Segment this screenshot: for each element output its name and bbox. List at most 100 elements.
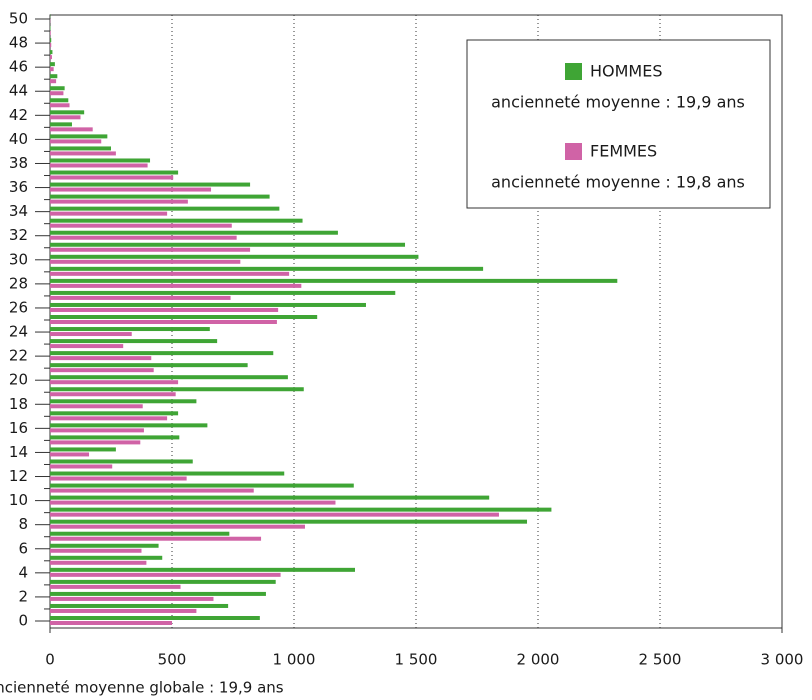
bar: [50, 495, 490, 500]
legend-subtitle: ancienneté moyenne : 19,9 ans: [491, 93, 745, 112]
bar: [50, 584, 181, 589]
bar: [50, 43, 52, 48]
bar: [50, 368, 154, 373]
bar: [50, 55, 52, 60]
bar: [50, 278, 618, 283]
bar: [50, 567, 355, 572]
bar: [50, 356, 152, 361]
y-tick-label: 18: [9, 395, 28, 413]
bar: [50, 134, 108, 139]
bar: [50, 206, 280, 211]
bar: [50, 423, 208, 428]
bar: [50, 519, 528, 524]
bar: [50, 536, 262, 541]
legend-swatch: [565, 63, 582, 80]
legend-subtitle: ancienneté moyenne : 19,8 ans: [491, 173, 745, 192]
bar: [50, 170, 179, 175]
bar: [50, 182, 251, 187]
y-tick-label: 12: [9, 467, 28, 485]
bar: [50, 428, 144, 433]
bar: [50, 247, 251, 252]
legend-box: [466, 39, 771, 209]
bar: [50, 452, 90, 457]
y-tick-label: 30: [9, 250, 28, 268]
bar: [50, 199, 188, 204]
bar: [50, 483, 354, 488]
y-tick-label: 8: [18, 515, 28, 533]
bar: [50, 440, 141, 445]
bar: [50, 548, 142, 553]
bar: [50, 591, 266, 596]
y-tick-label: 20: [9, 371, 28, 389]
bar: [50, 67, 54, 72]
bar: [50, 555, 163, 560]
bar: [50, 283, 302, 288]
y-tick-label: 26: [9, 298, 28, 316]
y-tick-label: 16: [9, 419, 28, 437]
bar: [50, 230, 338, 235]
bar: [50, 235, 237, 240]
bar: [50, 476, 187, 481]
y-tick-label: 0: [18, 612, 28, 630]
y-tick-label: 42: [9, 106, 28, 124]
y-tick-label: 48: [9, 34, 28, 52]
bar: [50, 31, 51, 36]
y-tick-label: 4: [18, 563, 28, 581]
bar: [50, 351, 274, 356]
bar: [50, 596, 214, 601]
bar: [50, 616, 260, 620]
bar: [50, 339, 218, 344]
bar: [50, 380, 179, 385]
bar: [50, 392, 176, 397]
bar: [50, 146, 111, 151]
bar: [50, 411, 179, 416]
bar: [50, 608, 197, 613]
legend-swatch: [565, 143, 582, 160]
bar: [50, 115, 81, 120]
y-tick-label: 14: [9, 443, 28, 461]
bar: [50, 211, 168, 216]
bar: [50, 621, 172, 625]
bar: [50, 500, 336, 505]
y-tick-label: 2: [18, 587, 28, 605]
bar: [50, 471, 285, 476]
y-tick-label: 34: [9, 202, 28, 220]
bar: [50, 290, 396, 295]
bar: [50, 194, 270, 199]
y-tick-label: 32: [9, 226, 28, 244]
bar: [50, 74, 58, 79]
y-tick-label: 24: [9, 323, 28, 341]
bar: [50, 110, 85, 115]
y-tick-label: 40: [9, 130, 28, 148]
bar: [50, 320, 277, 324]
bar: [50, 302, 366, 307]
bar: [50, 223, 232, 228]
bar: [50, 163, 148, 168]
x-tick-label: 1 500: [395, 651, 438, 669]
bar: [50, 435, 180, 440]
bar: [50, 139, 102, 144]
bar: [50, 404, 143, 409]
y-tick-label: 36: [9, 178, 28, 196]
bar: [50, 524, 305, 529]
bar: [50, 122, 72, 127]
bar: [50, 572, 281, 577]
bar: [50, 175, 174, 180]
bar: [50, 327, 210, 332]
footnote: ancienneté moyenne globale : 19,9 ans: [0, 679, 284, 697]
bar: [50, 103, 70, 108]
bar: [50, 387, 304, 392]
x-tick-label: 2 000: [517, 651, 560, 669]
bar: [50, 158, 151, 163]
y-tick-label: 44: [9, 82, 28, 100]
legend-label: HOMMES: [590, 62, 663, 81]
bar: [50, 507, 552, 512]
y-tick-label: 50: [9, 10, 28, 28]
x-tick-label: 1 000: [273, 651, 316, 669]
bar: [50, 86, 65, 91]
bar: [50, 151, 116, 156]
y-tick-label: 6: [18, 539, 28, 557]
x-tick-label: 3 000: [761, 651, 804, 669]
bar: [50, 295, 231, 300]
